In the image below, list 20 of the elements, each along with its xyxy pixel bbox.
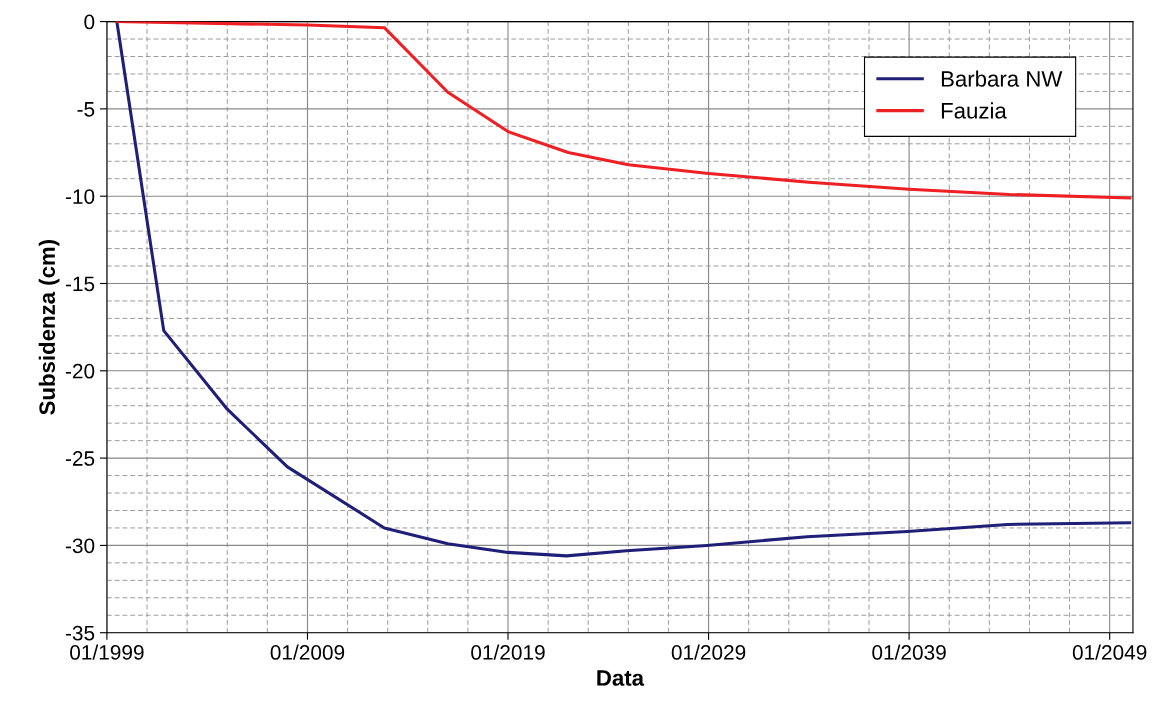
x-tick-label: 01/2039	[872, 644, 946, 660]
x-axis-title: Data	[597, 670, 645, 686]
line-series	[115, 21, 1132, 558]
x-tick-label: 01/2009	[270, 644, 345, 660]
x-tick-label: 01/2049	[1072, 644, 1147, 660]
x-tick-label: 01/2029	[671, 644, 746, 660]
legend-label: Fauzia	[941, 102, 1007, 119]
y-axis-title: Subsidenza (cm)	[38, 239, 60, 415]
x-tick-label: 01/2019	[471, 644, 545, 660]
y-tick-label: -35	[65, 625, 95, 641]
y-tick-label: -15	[65, 276, 95, 292]
y-tick-label: -30	[65, 538, 95, 554]
y-tick-label: -5	[77, 102, 95, 117]
legend-label: Barbara NW	[941, 70, 1063, 87]
y-tick-label: 0	[84, 14, 95, 30]
line-series	[115, 21, 1132, 200]
y-tick-label: -25	[65, 451, 95, 466]
y-tick-label: -20	[65, 363, 95, 379]
x-tick-label: 01/1999	[70, 644, 144, 660]
y-tick-label: -10	[65, 189, 95, 204]
